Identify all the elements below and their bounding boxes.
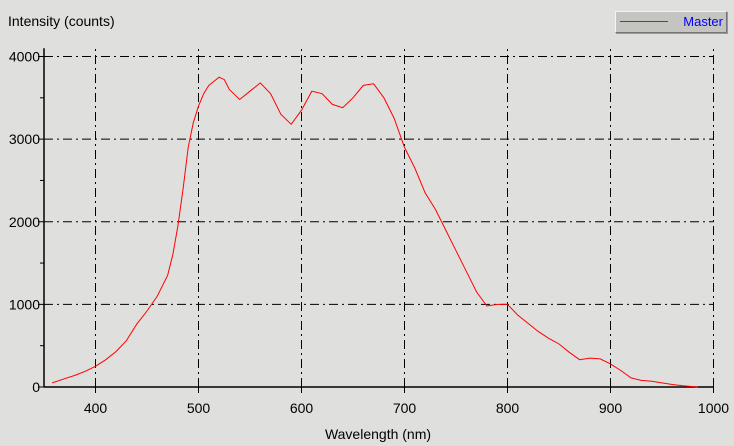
x-tick-label: 900 xyxy=(599,400,623,416)
axes xyxy=(43,48,714,388)
y-tick-label: 0 xyxy=(32,379,40,395)
legend-label: Master xyxy=(683,14,723,29)
x-tick-label: 700 xyxy=(393,400,417,416)
ticks: 400 500 600 700 800 900 1000 0 1000 2000 3000 4000 xyxy=(9,49,729,417)
x-tick-label: 800 xyxy=(496,400,520,416)
y-tick-label: 1000 xyxy=(9,296,40,312)
grid xyxy=(44,48,714,387)
x-tick-label: 500 xyxy=(187,400,211,416)
y-tick-label: 2000 xyxy=(9,214,40,230)
x-tick-label: 400 xyxy=(84,400,108,416)
y-axis-label: Intensity (counts) xyxy=(8,13,115,29)
x-tick-label: 600 xyxy=(290,400,314,416)
series-line-master xyxy=(52,76,699,388)
x-tick-label: 1000 xyxy=(698,400,729,416)
x-axis-label: Wavelength (nm) xyxy=(325,426,431,442)
y-tick-label: 3000 xyxy=(9,131,40,147)
legend[interactable]: Master xyxy=(615,11,727,33)
legend-swatch xyxy=(620,21,668,22)
y-tick-label: 4000 xyxy=(9,49,40,65)
